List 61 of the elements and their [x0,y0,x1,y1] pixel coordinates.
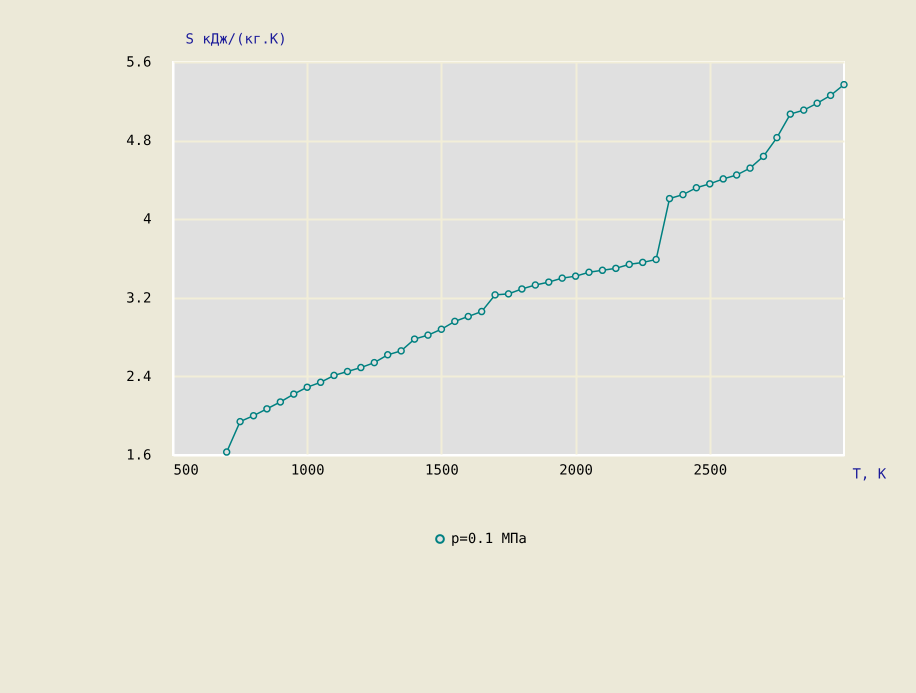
point [370,358,378,366]
point [330,372,338,380]
point [451,318,459,326]
point [357,364,365,372]
point [800,106,808,114]
x-axis-title: T, K [852,466,887,482]
x-tick-label: 500 [174,462,199,478]
point [786,110,794,118]
point [692,184,700,192]
y-tick-label: 5.6 [126,54,152,70]
point [397,347,405,355]
point [316,378,324,386]
point [491,291,499,299]
point [679,190,687,198]
point [504,290,512,298]
point [558,274,566,282]
point [652,256,660,264]
point [826,92,834,100]
point [532,281,540,289]
y-tick-label: 4 [143,212,152,228]
point [626,260,634,268]
point [598,266,606,274]
point [410,335,418,343]
point [464,312,472,320]
point [478,308,486,316]
point [666,194,674,202]
point [344,368,352,376]
point [303,383,311,391]
point [760,152,768,160]
point [438,325,446,333]
x-tick-label: 2500 [693,462,728,478]
point [773,134,781,142]
x-tick-label: 2000 [559,462,593,478]
point [222,448,230,456]
point [572,272,580,280]
point [732,171,740,179]
point [840,80,848,88]
point [585,268,593,276]
point [384,351,392,359]
point [746,164,754,172]
point [545,278,553,286]
point [236,418,244,426]
x-tick-label: 1500 [425,462,459,478]
legend-label: p=0.1 МПа [451,531,527,547]
point [612,264,620,272]
x-tick-label: 1000 [290,462,325,478]
point [638,258,646,266]
point [276,398,284,406]
y-tick-label: 2.4 [126,368,152,385]
point [706,180,714,188]
y-tick-label: 1.6 [126,448,152,464]
y-tick-label: 3.2 [126,290,152,306]
point [719,175,727,183]
point [290,390,298,398]
point [424,331,432,339]
point [813,100,821,108]
point [263,405,271,413]
point [518,285,526,293]
y-tick-label: 4.8 [126,133,152,150]
y-axis-title: S кДж/(кг.К) [186,32,287,48]
point [250,412,258,420]
